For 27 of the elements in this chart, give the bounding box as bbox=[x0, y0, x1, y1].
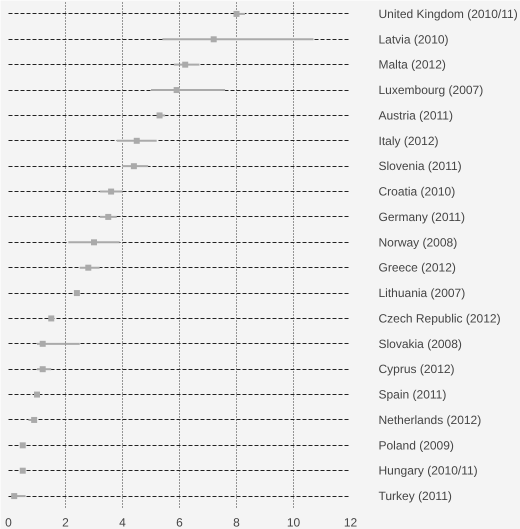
y-tick-label: Austria (2011) bbox=[378, 108, 453, 122]
y-tick-label: Poland (2009) bbox=[378, 438, 454, 452]
y-tick-label: Spain (2011) bbox=[378, 388, 446, 402]
y-tick-label: Slovakia (2008) bbox=[378, 336, 462, 351]
y-tick-label: Cyprus (2012) bbox=[378, 362, 455, 376]
y-tick-label: Norway (2008) bbox=[378, 235, 458, 250]
x-tick-label: 8 bbox=[233, 516, 240, 529]
y-tick-label: Turkey (2011) bbox=[378, 489, 452, 504]
x-tick-label: 4 bbox=[119, 516, 126, 529]
y-tick-label: Hungary (2010/11) bbox=[378, 464, 478, 478]
x-tick-label: 10 bbox=[286, 516, 300, 529]
y-tick-label: Italy (2012) bbox=[378, 134, 439, 148]
x-tick-label: 6 bbox=[176, 516, 184, 529]
y-tick-label: Lithuania (2007) bbox=[378, 286, 466, 300]
y-tick-label: Luxembourg (2007) bbox=[378, 83, 484, 98]
y-tick-label: Greece (2012) bbox=[378, 260, 456, 275]
y-tick-label: Croatia (2010) bbox=[378, 184, 456, 199]
y-tick-label: Malta (2012) bbox=[378, 58, 446, 72]
x-tick-label: 2 bbox=[62, 516, 70, 529]
y-tick-label: United Kingdom (2010/11) bbox=[378, 6, 518, 21]
y-tick-label: Latvia (2010) bbox=[378, 32, 449, 46]
x-tick-label: 0 bbox=[5, 516, 12, 529]
y-tick-label: Germany (2011) bbox=[378, 210, 465, 224]
y-tick-label: Slovenia (2011) bbox=[378, 159, 462, 174]
y-tick-label: Netherlands (2012) bbox=[378, 412, 482, 427]
x-tick-label: 12 bbox=[344, 516, 358, 529]
y-tick-label: Czech Republic (2012) bbox=[378, 311, 501, 326]
